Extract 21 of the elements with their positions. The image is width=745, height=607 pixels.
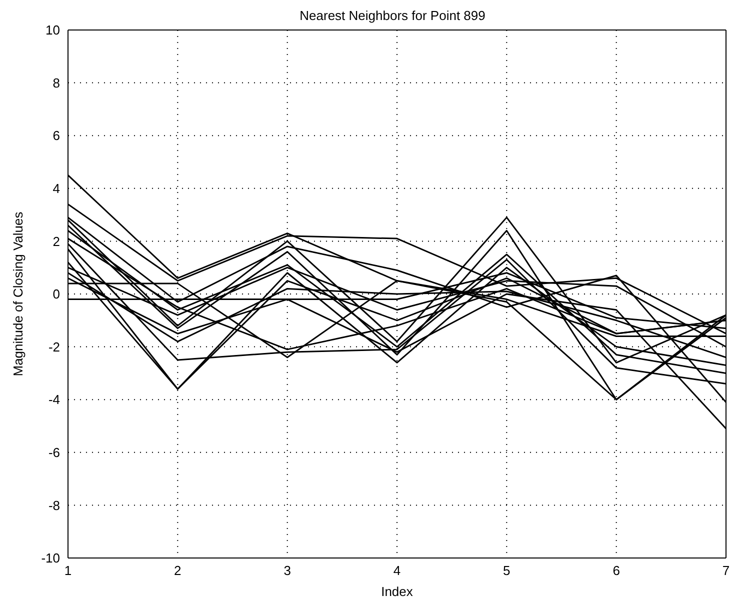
x-tick-label: 7 — [722, 563, 730, 578]
x-tick-label: 3 — [284, 563, 291, 578]
x-tick-label: 5 — [503, 563, 510, 578]
y-tick-label: -2 — [48, 339, 60, 354]
y-tick-label: 4 — [52, 181, 60, 196]
y-tick-label: 6 — [52, 128, 60, 144]
y-tick-label: 10 — [46, 22, 60, 38]
y-tick-label: 0 — [52, 286, 60, 302]
y-axis-title: Magnitude of Closing Values — [10, 211, 26, 376]
x-tick-label: 6 — [612, 563, 620, 578]
y-tick-label: 2 — [52, 234, 60, 249]
x-axis-title: Index — [381, 584, 414, 599]
x-tick-label: 2 — [174, 563, 182, 578]
y-tick-label: -6 — [48, 445, 60, 460]
y-tick-label: 8 — [52, 75, 60, 90]
y-tick-label: -10 — [41, 550, 60, 566]
y-tick-label: -8 — [48, 498, 60, 513]
x-tick-label: 4 — [393, 563, 401, 578]
x-tick-label: 1 — [64, 563, 72, 578]
y-tick-label: -4 — [48, 392, 60, 408]
chart-title: Nearest Neighbors for Point 899 — [298, 8, 486, 23]
